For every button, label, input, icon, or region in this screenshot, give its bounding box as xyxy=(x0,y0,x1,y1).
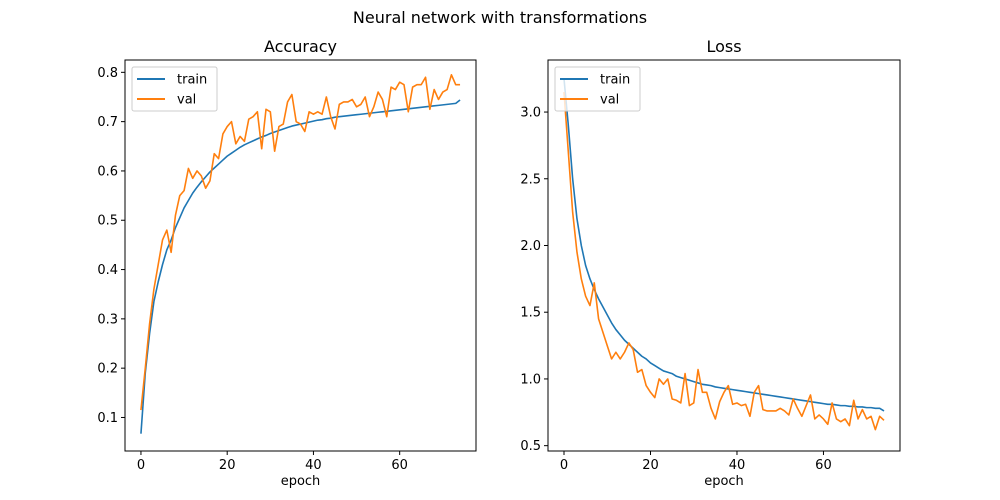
loss-panel: 0.5 1.0 1.5 2.0 2.5 3.0 0 20 40 60 Loss epoch tr… xyxy=(520,37,901,489)
accuracy-y-tick-label: 0.3 xyxy=(97,312,118,327)
accuracy-x-tick-label: 20 xyxy=(219,458,236,473)
loss-legend-train-label: train xyxy=(600,73,630,88)
figure-suptitle: Neural network with transformations xyxy=(353,8,647,27)
loss-legend-val-label: val xyxy=(600,93,619,108)
loss-y-ticks: 0.5 1.0 1.5 2.0 2.5 3.0 xyxy=(520,106,548,454)
accuracy-plot-area xyxy=(125,60,476,451)
accuracy-legend-train-label: train xyxy=(177,73,207,88)
accuracy-y-tick-label: 0.7 xyxy=(97,115,118,130)
accuracy-y-tick-label: 0.1 xyxy=(97,411,118,426)
loss-y-tick-label: 1.0 xyxy=(520,372,541,387)
loss-y-tick-label: 0.5 xyxy=(520,439,541,454)
accuracy-y-tick-label: 0.2 xyxy=(97,362,118,377)
accuracy-title: Accuracy xyxy=(264,37,337,56)
loss-series-lines xyxy=(563,78,885,431)
accuracy-x-tick-label: 0 xyxy=(137,458,145,473)
accuracy-series-lines xyxy=(140,73,461,434)
loss-x-tick-label: 20 xyxy=(642,458,659,473)
loss-train-line xyxy=(563,78,885,412)
loss-val-line xyxy=(563,91,885,431)
loss-x-axis-label: epoch xyxy=(704,474,744,489)
accuracy-x-tick-label: 40 xyxy=(305,458,322,473)
accuracy-x-axis-label: epoch xyxy=(281,474,321,489)
loss-axes-frame xyxy=(547,59,901,452)
accuracy-x-ticks: 0 20 40 60 xyxy=(137,451,408,473)
accuracy-legend-val-label: val xyxy=(177,93,196,108)
loss-title: Loss xyxy=(706,37,741,56)
accuracy-panel: 0.1 0.2 0.3 0.4 0.5 0.6 0.7 0.8 0 20 40 60 Accurac… xyxy=(97,37,477,489)
loss-y-tick-label: 3.0 xyxy=(520,106,541,121)
loss-x-tick-label: 40 xyxy=(729,458,746,473)
accuracy-y-ticks: 0.1 0.2 0.3 0.4 0.5 0.6 0.7 0.8 xyxy=(97,66,125,426)
loss-x-ticks: 0 20 40 60 xyxy=(560,451,832,473)
loss-y-tick-label: 2.5 xyxy=(520,172,541,187)
loss-x-tick-label: 0 xyxy=(560,458,568,473)
loss-y-tick-label: 2.0 xyxy=(520,239,541,254)
accuracy-y-tick-label: 0.5 xyxy=(97,214,118,229)
loss-plot-area xyxy=(548,60,900,451)
accuracy-axes-frame xyxy=(124,59,477,452)
accuracy-y-tick-label: 0.4 xyxy=(97,263,118,278)
accuracy-legend: train val xyxy=(131,66,218,112)
loss-legend: train val xyxy=(554,66,641,112)
accuracy-val-line xyxy=(140,73,461,411)
accuracy-x-tick-label: 60 xyxy=(391,458,408,473)
accuracy-y-tick-label: 0.8 xyxy=(97,66,118,81)
loss-x-tick-label: 60 xyxy=(815,458,832,473)
accuracy-y-tick-label: 0.6 xyxy=(97,164,118,179)
loss-y-tick-label: 1.5 xyxy=(520,306,541,321)
